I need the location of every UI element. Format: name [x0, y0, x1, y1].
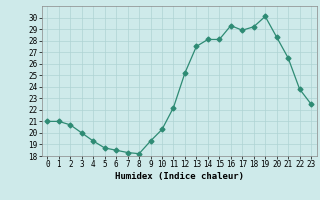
- X-axis label: Humidex (Indice chaleur): Humidex (Indice chaleur): [115, 172, 244, 181]
